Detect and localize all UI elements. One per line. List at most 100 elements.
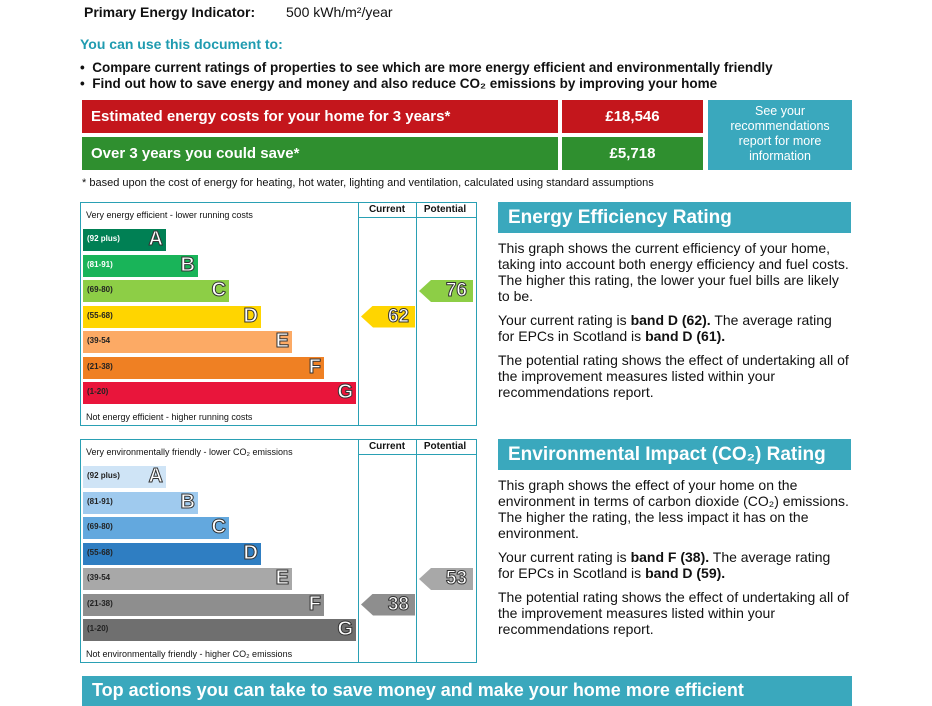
paragraph-segment: The average rating for EPCs in Scotland … (498, 549, 831, 581)
description-paragraph: The potential rating shows the effect of… (498, 352, 850, 400)
uses-list: • Compare current ratings of properties … (80, 60, 773, 92)
band-letter: A (148, 465, 163, 488)
rating-band: (69-80) C (83, 279, 229, 302)
header-divider (358, 217, 476, 218)
footer-text: Top actions you can take to save money a… (92, 680, 744, 700)
description-paragraph: This graph shows the current efficiency … (498, 240, 850, 304)
band-range: (21-38) (87, 598, 113, 608)
description-paragraph: The potential rating shows the effect of… (498, 589, 850, 637)
band-range: (69-80) (87, 285, 113, 294)
recommendations-link[interactable]: See your recommendations report for more… (708, 100, 852, 170)
chart-top-note: Very energy efficient - lower running co… (86, 210, 253, 220)
cost-value: £18,546 (605, 108, 660, 125)
column-header: Potential (423, 441, 467, 452)
description-paragraph: Your current rating is band D (62). The … (498, 312, 850, 344)
rating-band: (69-80) C (83, 516, 229, 539)
band-letter: D (243, 304, 258, 327)
cost-label: Estimated energy costs for your home for… (91, 108, 451, 125)
band-letter: C (211, 516, 226, 539)
rating-title: Environmental Impact (CO₂) Rating (508, 444, 826, 465)
rating-band: (39-54 E (83, 330, 292, 353)
band-range: (1-20) (87, 624, 109, 633)
column-header: Current (368, 441, 406, 452)
paragraph-segment: band D (59). (645, 565, 726, 581)
uses-text: Compare current ratings of properties to… (92, 60, 773, 75)
band-range: (21-38) (87, 361, 113, 371)
potential-rating: 76 (445, 280, 467, 302)
cost-value-cell: £18,546 (562, 100, 703, 133)
band-range: (1-20) (87, 387, 109, 396)
rating-band: (21-38) F (83, 592, 324, 616)
paragraph-segment: band F (38). (630, 549, 710, 565)
rating-band: (1-20) G (83, 618, 356, 641)
current-rating-arrow: 38 (361, 593, 415, 616)
rating-chart: Very environmentally friendly - lower CO… (80, 439, 477, 663)
potential-rating-arrow: 53 (419, 568, 473, 590)
rating-title-bar: Energy Efficiency Rating (498, 202, 851, 233)
rating-band: (81-91) B (83, 490, 198, 514)
rating-band: (92 plus) A (83, 465, 166, 488)
paragraph-segment: Your current rating is (498, 312, 631, 328)
link-text[interactable]: See your recommendations report for more… (730, 104, 830, 163)
chart-top-note: Very environmentally friendly - lower CO… (86, 447, 293, 457)
rating-band: (21-38) F (83, 355, 324, 379)
column-divider (358, 203, 359, 425)
paragraph-segment: The average rating for EPCs in Scotland … (498, 312, 832, 344)
band-range: (81-91) (87, 259, 113, 269)
column-header: Potential (423, 204, 467, 215)
paragraph-segment: band D (62). (630, 312, 711, 328)
band-range: (81-91) (87, 496, 113, 506)
rating-band: (55-68) D (83, 304, 261, 328)
potential-rating-arrow: 76 (419, 280, 473, 302)
description-paragraph: Your current rating is band F (38). The … (498, 549, 850, 581)
save-label-cell: Over 3 years you could save* (82, 137, 558, 170)
current-rating: 38 (387, 593, 409, 616)
band-letter: D (243, 541, 258, 564)
paragraph-segment: band D (61). (645, 328, 726, 344)
band-letter: F (308, 355, 321, 378)
uses-item: • Compare current ratings of properties … (80, 60, 773, 75)
paragraph-segment: This graph shows the effect of your home… (498, 477, 849, 541)
band-range: (55-68) (87, 547, 113, 557)
rating-chart: Very energy efficient - lower running co… (80, 202, 477, 426)
footer-banner: Top actions you can take to save money a… (82, 676, 852, 706)
paragraph-segment: Your current rating is (498, 549, 631, 565)
band-range: (92 plus) (87, 471, 120, 480)
paragraph-segment: The potential rating shows the effect of… (498, 589, 849, 637)
chart-bottom-note: Not environmentally friendly - higher CO… (86, 649, 293, 659)
column-divider (358, 440, 359, 662)
uses-text: Find out how to save energy and money an… (92, 76, 718, 91)
rating-band: (39-54 E (83, 567, 292, 590)
band-letter: B (180, 490, 195, 513)
rating-description: This graph shows the current efficiency … (498, 240, 850, 408)
column-divider (416, 440, 417, 662)
description-paragraph: This graph shows the effect of your home… (498, 477, 850, 541)
column-header: Current (368, 204, 406, 215)
rating-band: (55-68) D (83, 541, 261, 565)
band-letter: B (180, 253, 195, 276)
cost-label-cell: Estimated energy costs for your home for… (82, 100, 558, 133)
pei-label: Primary Energy Indicator: (84, 4, 256, 20)
current-rating: 62 (387, 305, 409, 328)
save-label: Over 3 years you could save* (91, 145, 300, 162)
rating-band: (1-20) G (83, 381, 356, 404)
band-letter: E (275, 330, 289, 353)
uses-title: You can use this document to: (80, 36, 283, 52)
paragraph-segment: The potential rating shows the effect of… (498, 352, 849, 400)
band-range: (39-54 (87, 336, 111, 345)
band-range: (69-80) (87, 522, 113, 531)
rating-title-bar: Environmental Impact (CO₂) Rating (498, 439, 851, 470)
potential-rating: 53 (445, 568, 467, 590)
band-letter: F (308, 592, 321, 615)
column-divider (416, 203, 417, 425)
save-value: £5,718 (609, 145, 656, 162)
chart-bottom-note: Not energy efficient - higher running co… (86, 412, 253, 422)
cost-note: * based upon the cost of energy for heat… (82, 177, 654, 189)
band-letter: A (148, 228, 163, 251)
header-divider (358, 454, 476, 455)
rating-description: This graph shows the effect of your home… (498, 477, 850, 645)
rating-band: (92 plus) A (83, 228, 166, 251)
band-letter: G (337, 618, 354, 641)
paragraph-segment: This graph shows the current efficiency … (498, 240, 849, 304)
